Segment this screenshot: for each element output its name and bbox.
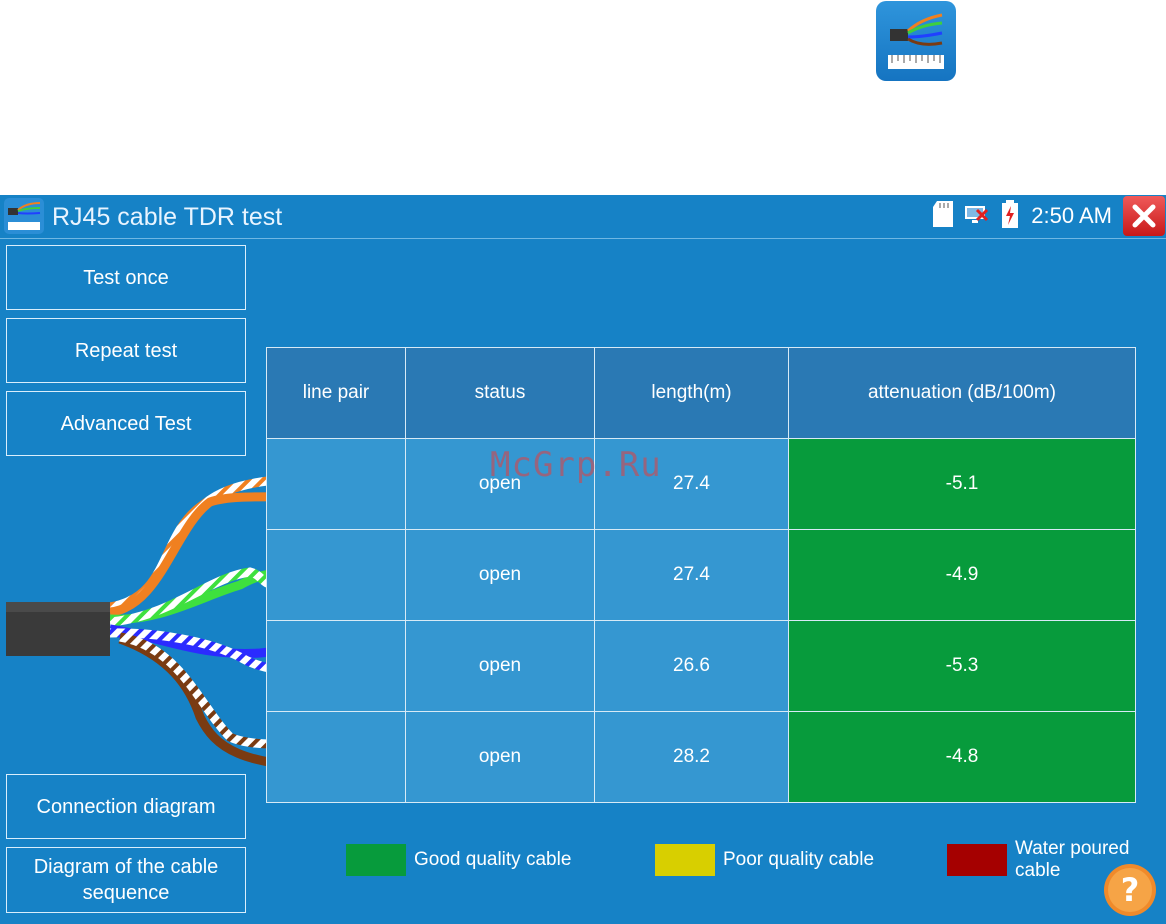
legend-good: Good quality cable [346,843,571,877]
attenuation-cell: -4.9 [788,529,1136,621]
status-cell: open [405,711,595,803]
legend-label: Water poured cable [1015,838,1130,881]
clock: 2:50 AM [1031,203,1112,228]
title-bar: RJ45 cable TDR test 2:50 AM [0,195,1166,239]
length-cell: 26.6 [594,620,789,712]
test-once-button[interactable]: Test once [6,245,246,310]
line-pair-cell [266,529,406,621]
status-bar: 2:50 AM [933,199,1112,233]
results-table: line pair status length(m) attenuation (… [266,347,1136,803]
legend-swatch [655,844,715,876]
attenuation-cell: -4.8 [788,711,1136,803]
legend-swatch [346,844,406,876]
help-button[interactable]: ? [1102,862,1158,918]
column-header: length(m) [594,347,789,439]
legend-poor: Poor quality cable [655,843,874,877]
connection-diagram-button[interactable]: Connection diagram [6,774,246,839]
cable-sequence-diagram-button[interactable]: Diagram of the cable sequence [6,847,246,913]
table-row: open 28.2 -4.8 [266,711,1136,803]
column-header: status [405,347,595,439]
attenuation-cell: -5.1 [788,438,1136,530]
sd-card-icon [933,200,954,232]
table-header-row: line pair status length(m) attenuation (… [266,347,1136,439]
line-pair-cell [266,438,406,530]
status-cell: open [405,529,595,621]
legend-swatch [947,844,1007,876]
status-cell: open [405,438,595,530]
page-title: RJ45 cable TDR test [52,203,283,231]
tdr-test-window: RJ45 cable TDR test 2:50 AM Test once Re… [0,195,1166,924]
advanced-test-button[interactable]: Advanced Test [6,391,246,456]
length-cell: 27.4 [594,438,789,530]
table-row: open 27.4 -5.1 [266,438,1136,530]
length-cell: 28.2 [594,711,789,803]
repeat-test-button[interactable]: Repeat test [6,318,246,383]
cable-tdr-icon [4,198,44,234]
legend-water: Water poured cable [947,835,1145,885]
line-pair-cell [266,711,406,803]
battery-charging-icon [1001,199,1019,233]
legend-label: Poor quality cable [723,849,875,870]
attenuation-cell: -5.3 [788,620,1136,712]
column-header: attenuation (dB/100m) [788,347,1136,439]
line-pair-cell [266,620,406,712]
cable-tdr-app-icon [876,1,956,81]
legend-label: Good quality cable [414,849,572,870]
close-button[interactable] [1123,196,1165,236]
svg-text:?: ? [1121,871,1140,909]
help-icon: ? [1104,864,1156,916]
table-row: open 27.4 -4.9 [266,529,1136,621]
column-header: line pair [266,347,406,439]
network-disconnected-icon [963,202,991,231]
close-icon [1132,204,1156,228]
length-cell: 27.4 [594,529,789,621]
table-row: open 26.6 -5.3 [266,620,1136,712]
status-cell: open [405,620,595,712]
